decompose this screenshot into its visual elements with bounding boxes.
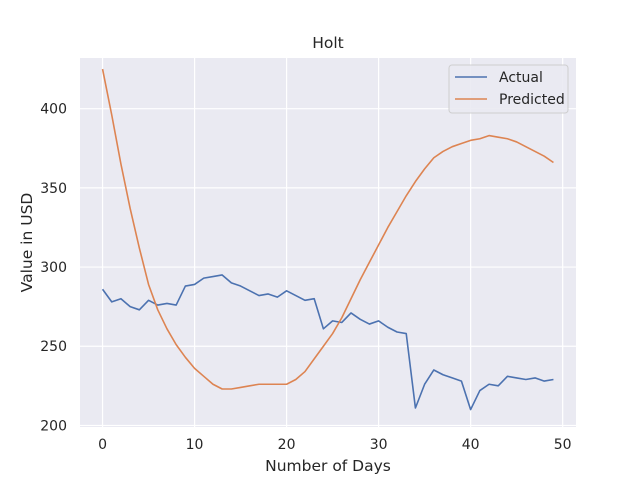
gridlines [80, 58, 576, 427]
series-line-actual [101, 274, 554, 411]
y-axis-label: Value in USD [18, 193, 36, 293]
y-tick-label: 200 [40, 418, 67, 434]
legend-label-predicted: Predicted [499, 92, 565, 108]
plot-area [80, 58, 576, 427]
y-tick-label: 350 [40, 181, 67, 197]
x-tick-label: 30 [370, 437, 388, 453]
y-tick-label: 400 [40, 102, 67, 118]
x-tick-labels: 0 10 20 30 40 50 [98, 437, 571, 453]
x-tick-label: 40 [462, 437, 480, 453]
x-tick-label: 20 [278, 437, 296, 453]
x-tick-label: 0 [98, 437, 107, 453]
y-tick-labels: 200 250 300 350 400 [40, 102, 67, 435]
x-tick-label: 10 [186, 437, 204, 453]
y-tick-label: 250 [40, 339, 67, 355]
chart-title: Holt [312, 34, 344, 52]
legend: Actual Predicted [448, 64, 569, 114]
x-axis-label: Number of Days [265, 457, 391, 475]
series-line-predicted [101, 68, 554, 390]
y-tick-label: 300 [40, 260, 67, 276]
x-tick-label: 50 [554, 437, 572, 453]
legend-label-actual: Actual [499, 70, 543, 86]
series-lines [101, 68, 554, 411]
